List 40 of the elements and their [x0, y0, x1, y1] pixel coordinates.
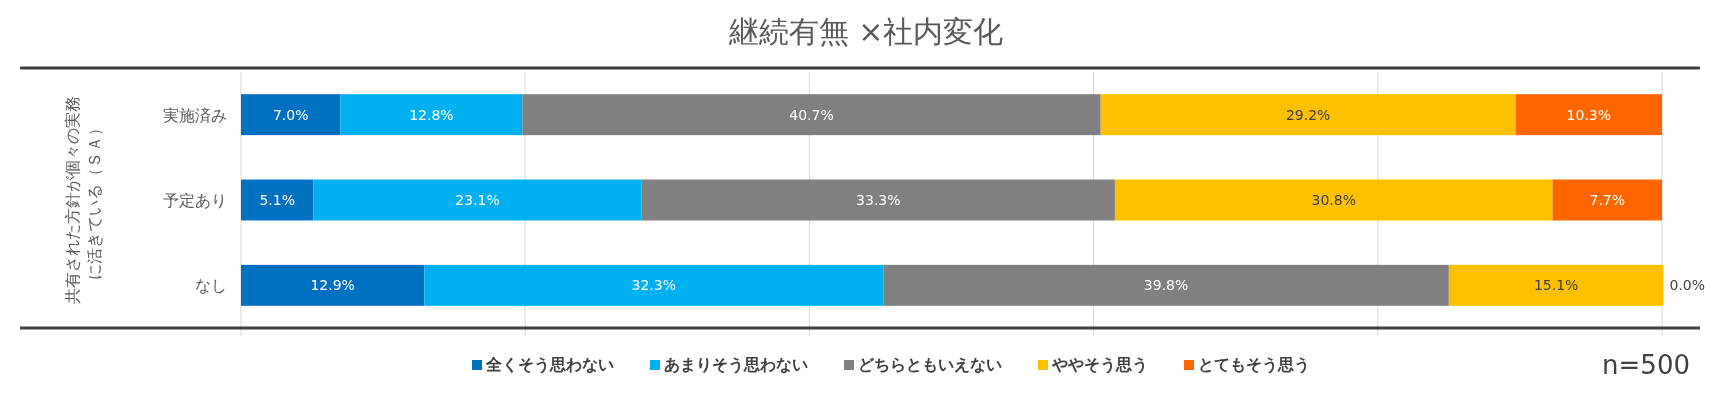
bar: [1515, 94, 1662, 136]
bar: [1114, 179, 1553, 221]
bar: [522, 94, 1101, 136]
bar: [241, 179, 314, 221]
legend-label: 全くそう思わない: [485, 355, 614, 374]
data-label: 32.3%: [631, 277, 677, 294]
data-label: 0.0%: [1669, 277, 1705, 294]
y-tick-label: 予定あり: [163, 191, 227, 210]
data-label: 39.8%: [1143, 277, 1189, 294]
y-tick-label: なし: [195, 276, 227, 296]
data-label: 5.1%: [259, 192, 296, 208]
bar: [424, 264, 884, 306]
bar: [1552, 179, 1662, 221]
bar: [241, 264, 425, 306]
legend-label: とてもそう思う: [1198, 355, 1310, 374]
data-label: 23.1%: [455, 192, 500, 208]
data-label: 33.3%: [856, 192, 901, 208]
data-label: 10.3%: [1566, 106, 1612, 123]
bar: [1448, 264, 1664, 306]
chart-title: 継続有無 ×社内変化: [727, 14, 1004, 49]
bar: [313, 179, 642, 221]
data-label: 7.7%: [1589, 192, 1626, 208]
data-label: 29.2%: [1285, 106, 1331, 123]
legend-label: どちらともいえない: [858, 355, 1002, 374]
bar: [1100, 94, 1516, 136]
data-label: 15.1%: [1533, 277, 1579, 294]
y-axis-title: 共有された方針が個々の実務に活きている（ＳＡ）: [63, 96, 104, 304]
data-label: 12.8%: [409, 106, 454, 123]
y-tick-label: 実施済み: [163, 105, 227, 125]
legend-label: あまりそう思わない: [664, 355, 808, 374]
data-label: 40.7%: [789, 106, 834, 123]
text: n=500: [1602, 350, 1690, 380]
data-label: 30.8%: [1311, 192, 1356, 208]
bar: [241, 94, 341, 136]
bar: [641, 179, 1115, 221]
bar: [883, 264, 1449, 306]
data-label: 7.0%: [272, 106, 309, 123]
legend-label: ややそう思う: [1051, 355, 1148, 374]
bar: [340, 94, 523, 136]
data-label: 12.9%: [310, 277, 355, 294]
